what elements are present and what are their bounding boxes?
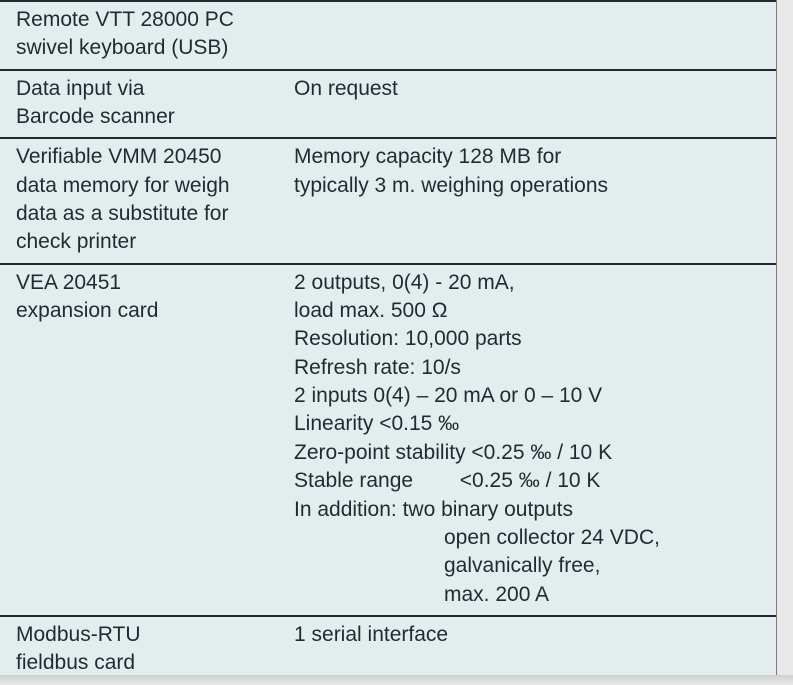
spec-value: 2 outputs, 0(4) - 20 mA, load max. 500 Ω… [278,264,776,616]
spec-value: On request [278,70,776,139]
spec-table-body: Remote VTT 28000 PCswivel keyboard (USB)… [0,1,776,676]
spec-value-line: 2 outputs, 0(4) - 20 mA, [294,271,515,294]
spec-label: Modbus-RTUfieldbus card [0,616,278,676]
spec-value-indented: max. 200 A [294,581,768,609]
spec-value-line: load max. 500 Ω [294,299,447,322]
spec-value: 1 serial interface [278,616,776,676]
spec-value-line: Stable range <0.25 ‰ / 10 K [294,469,600,492]
spec-value-line: Zero-point stability <0.25 ‰ / 10 K [294,441,612,464]
spec-value-line: Linearity <0.15 ‰ [294,412,459,435]
spec-table: Remote VTT 28000 PCswivel keyboard (USB)… [0,0,776,676]
table-row: Data input viaBarcode scanner On request [0,70,776,139]
spec-value-line: 2 inputs 0(4) – 20 mA or 0 – 10 V [294,384,602,407]
spec-label: Data input viaBarcode scanner [0,70,278,139]
table-row: Remote VTT 28000 PCswivel keyboard (USB) [0,1,776,70]
spec-label: Verifiable VMM 20450data memory for weig… [0,138,278,263]
spec-value: Memory capacity 128 MB fortypically 3 m.… [278,138,776,263]
spec-value-indented: open collector 24 VDC, [294,524,768,552]
spec-label: Remote VTT 28000 PCswivel keyboard (USB) [0,1,278,70]
spec-value-line: Refresh rate: 10/s [294,356,461,379]
table-row: VEA 20451expansion card 2 outputs, 0(4) … [0,264,776,616]
spec-label: VEA 20451expansion card [0,264,278,616]
spec-value-indented: galvanically free, [294,552,768,580]
spec-value-line: In addition: two binary outputs [294,498,573,521]
spec-value-line: Resolution: 10,000 parts [294,327,522,350]
table-row: Modbus-RTUfieldbus card 1 serial interfa… [0,616,776,676]
table-row: Verifiable VMM 20450data memory for weig… [0,138,776,263]
spec-value [278,1,776,70]
